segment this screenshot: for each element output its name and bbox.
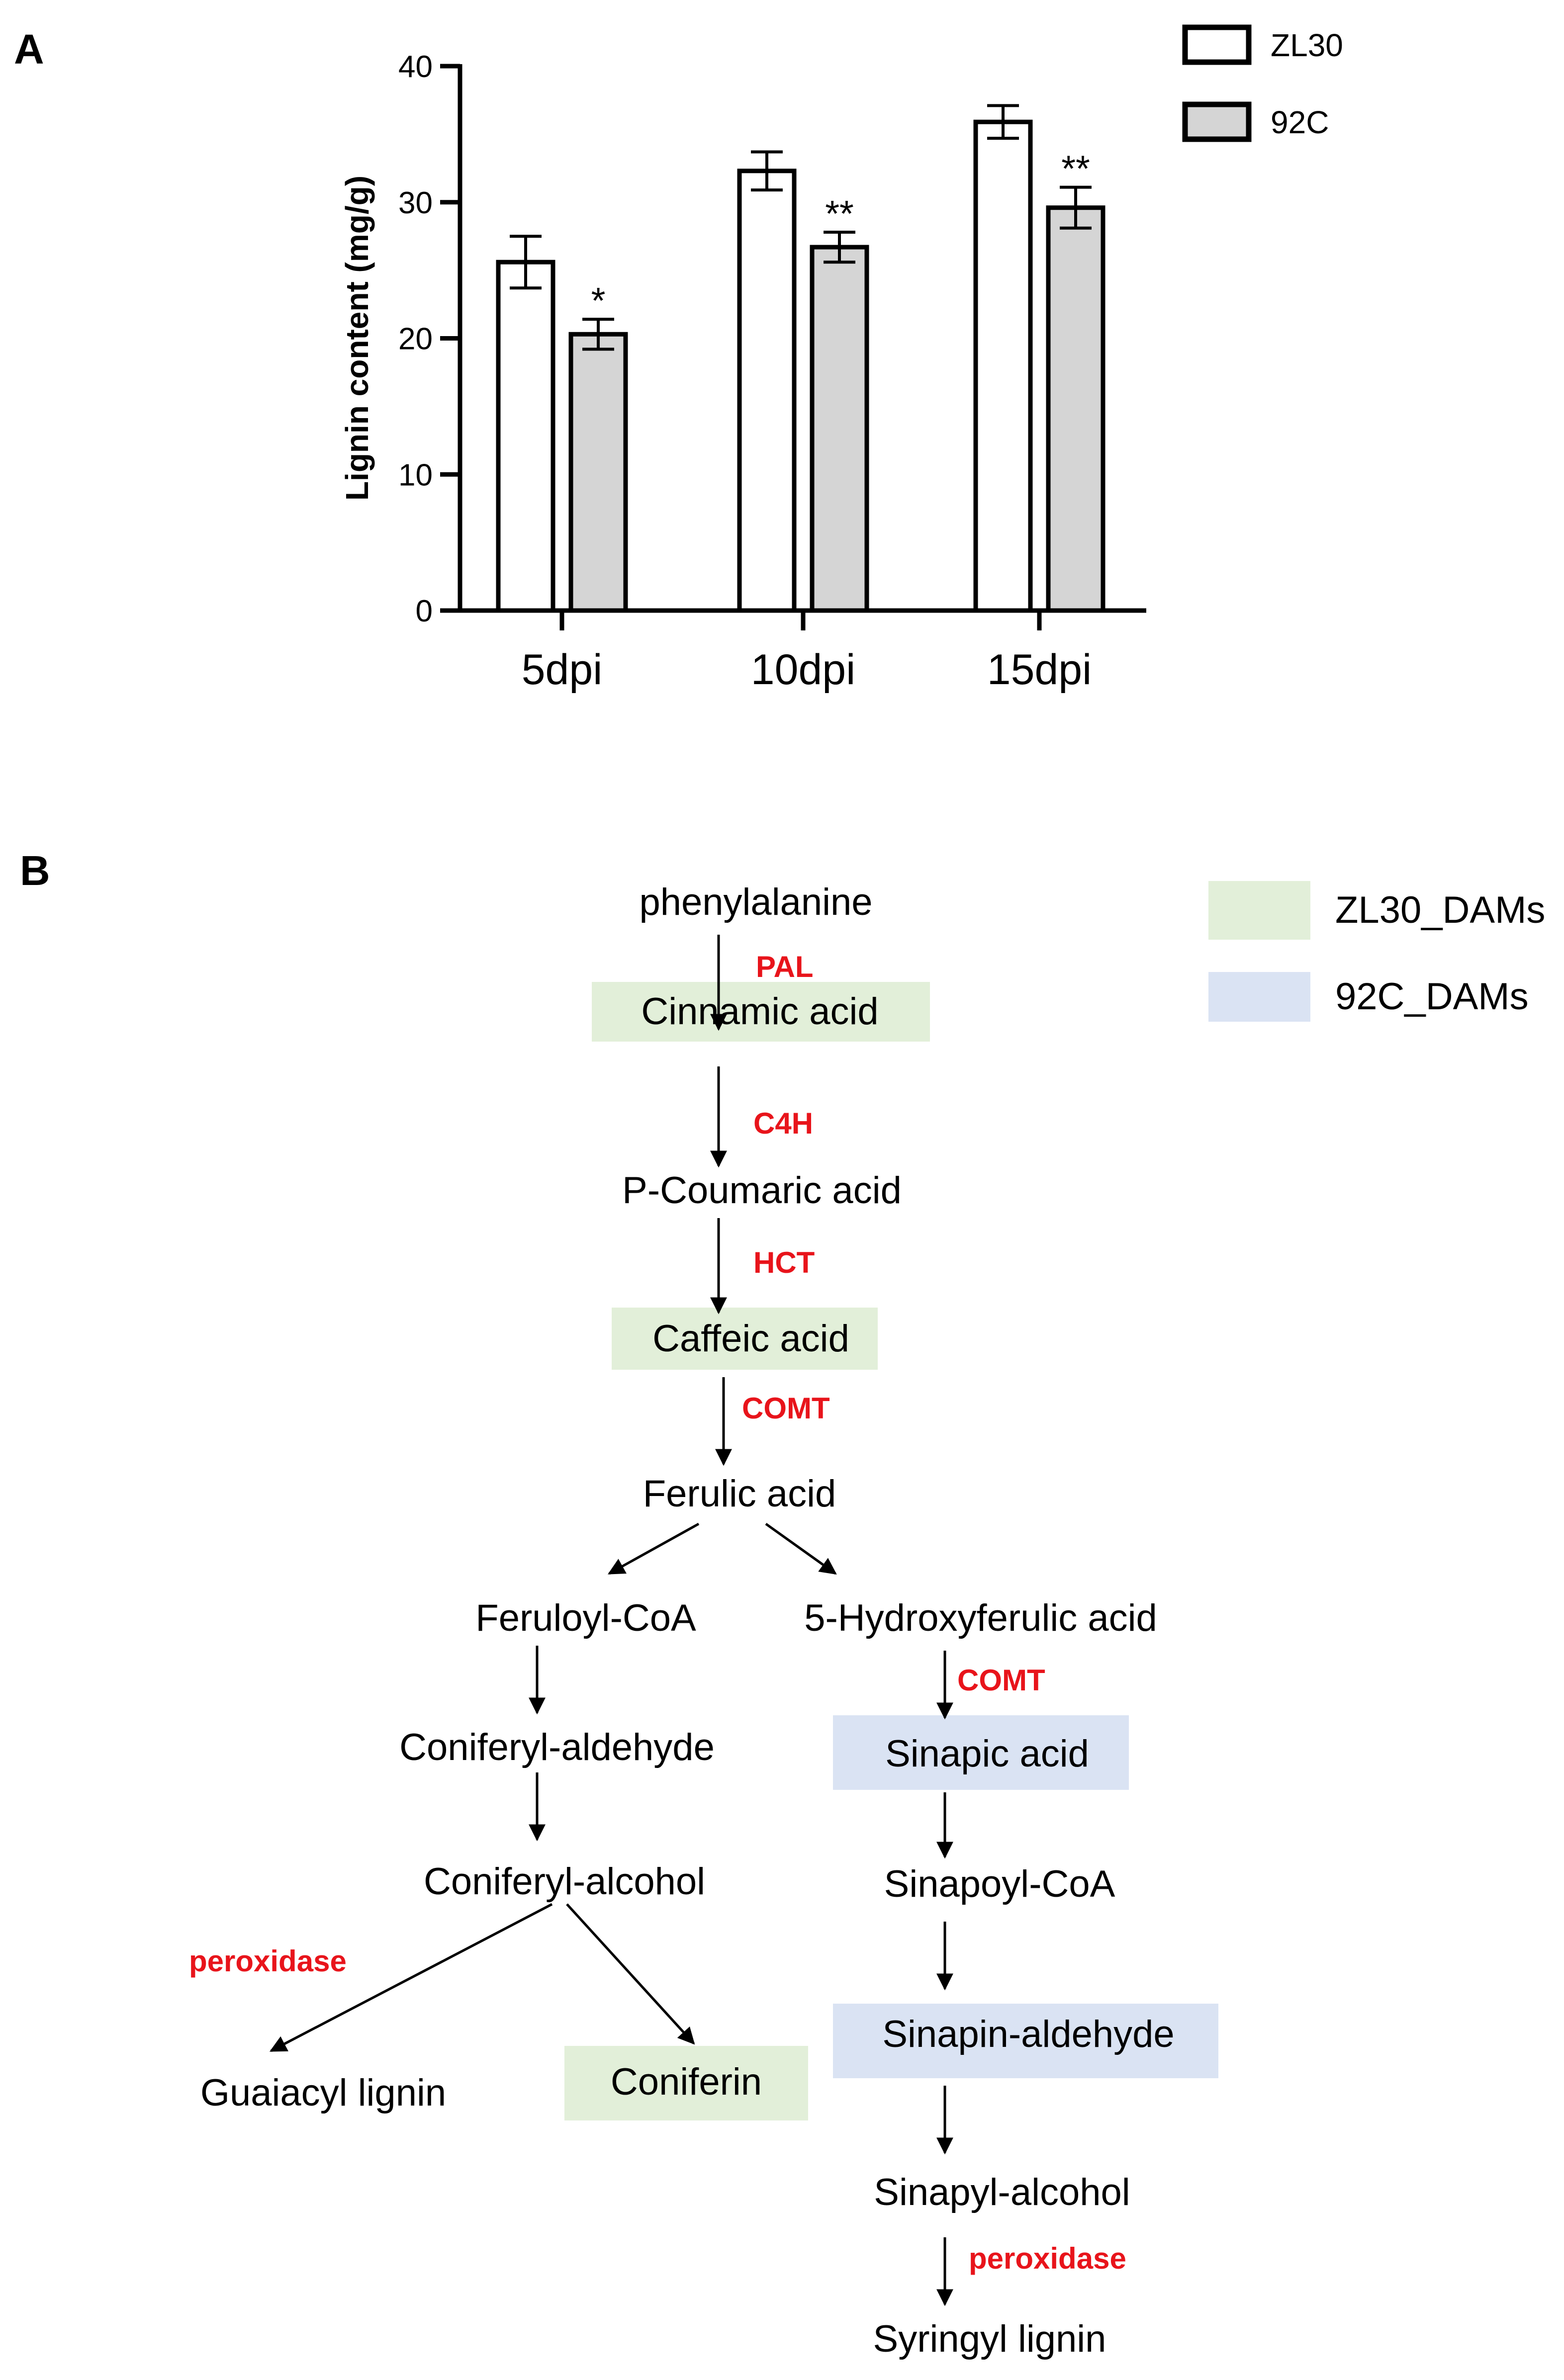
y-axis: 0 10 20 30 40 (398, 50, 462, 628)
lignin-pathway-diagram: ZL30_DAMs 92C_DAMs phenylalanine Cinnami… (189, 881, 1545, 2360)
bar-92c-10dpi (810, 245, 869, 613)
node-syringyl-lignin: Syringyl lignin (873, 2318, 1106, 2360)
legend-swatch-92c (1182, 101, 1252, 142)
node-coniferyl-aldehyde: Coniferyl-aldehyde (399, 1726, 715, 1768)
highlight-sinapin-aldehyde (833, 2004, 1218, 2078)
highlight-coniferin (564, 2046, 808, 2120)
enzyme-pal: PAL (756, 950, 814, 983)
chart-legend: ZL30 92C (1182, 24, 1343, 142)
bar-zl30-10dpi (737, 169, 797, 613)
node-p-coumaric-acid: P-Coumaric acid (622, 1169, 902, 1212)
enzyme-c4h: C4H (753, 1107, 813, 1140)
node-coniferyl-alcohol: Coniferyl-alcohol (424, 1860, 705, 1903)
highlight-cinnamic-acid (592, 982, 930, 1042)
y-tick-label: 40 (398, 50, 433, 84)
legend-label-92c: 92C (1271, 104, 1329, 140)
x-tick-label: 15dpi (987, 646, 1092, 694)
legend-label-92c-dams: 92C_DAMs (1335, 975, 1529, 1018)
node-phenylalanine: phenylalanine (639, 881, 872, 923)
bar-zl30-5dpi (496, 260, 555, 613)
bar-92c-5dpi (568, 332, 628, 613)
y-tick-label: 30 (398, 186, 433, 220)
x-tick-label: 10dpi (751, 646, 855, 694)
legend-swatch-92c-dams (1208, 972, 1310, 1022)
node-cinnamic-acid: Cinnamic acid (641, 990, 878, 1033)
node-sinapin-aldehyde: Sinapin-aldehyde (882, 2013, 1174, 2055)
arrow-coniferyl-alcohol-to-coniferin (566, 1903, 695, 2045)
panel-a-label: A (14, 26, 44, 73)
node-5-hydroxyferulic-acid: 5-Hydroxyferulic acid (804, 1597, 1157, 1639)
bar-92c-15dpi (1046, 205, 1105, 613)
enzyme-peroxidase-syringyl: peroxidase (969, 2242, 1126, 2275)
enzyme-comt-2: COMT (957, 1664, 1045, 1697)
node-feruloyl-coa: Feruloyl-CoA (475, 1597, 696, 1639)
y-axis-label: Lignin content (mg/g) (339, 176, 375, 501)
legend-swatch-zl30 (1182, 24, 1252, 65)
node-ferulic-acid: Ferulic acid (643, 1473, 836, 1515)
legend-label-zl30: ZL30 (1271, 27, 1343, 63)
highlight-sinapic-acid (833, 1715, 1129, 1790)
x-axis: 5dpi 10dpi 15dpi (458, 608, 1146, 694)
arrow-coniferyl-alcohol-to-guaiacyl (269, 1903, 553, 2052)
node-caffeic-acid: Caffeic acid (652, 1318, 849, 1360)
node-guaiacyl-lignin: Guaiacyl lignin (200, 2072, 446, 2114)
significance-mark: ** (1061, 148, 1090, 189)
y-tick-label: 10 (398, 458, 433, 492)
node-sinapoyl-coa: Sinapoyl-CoA (884, 1863, 1115, 1905)
panel-b-label: B (20, 847, 50, 894)
enzyme-hct: HCT (753, 1246, 815, 1279)
arrow-ferulic-to-hydroxyferulic (765, 1522, 837, 1575)
lignin-bar-chart: Lignin content (mg/g) 0 10 20 30 40 5dpi 10dp… (339, 24, 1343, 694)
y-tick-label: 0 (416, 594, 433, 628)
legend-label-zl30-dams: ZL30_DAMs (1335, 889, 1545, 931)
node-sinapic-acid: Sinapic acid (885, 1733, 1089, 1775)
node-sinapyl-alcohol: Sinapyl-alcohol (874, 2171, 1130, 2213)
node-coniferin: Coniferin (611, 2061, 762, 2103)
arrow-ferulic-to-feruloyl-coa (608, 1522, 700, 1575)
significance-mark: * (591, 280, 606, 321)
highlight-caffeic-acid (612, 1308, 878, 1370)
bars: ***** (496, 104, 1105, 613)
x-tick-label: 5dpi (522, 646, 603, 694)
enzyme-peroxidase-guaiacyl: peroxidase (189, 1944, 347, 1978)
enzyme-comt-1: COMT (742, 1392, 830, 1425)
significance-mark: ** (825, 193, 854, 234)
y-tick-label: 20 (398, 322, 433, 356)
bar-zl30-15dpi (973, 119, 1033, 613)
legend-swatch-zl30-dams (1208, 881, 1310, 940)
